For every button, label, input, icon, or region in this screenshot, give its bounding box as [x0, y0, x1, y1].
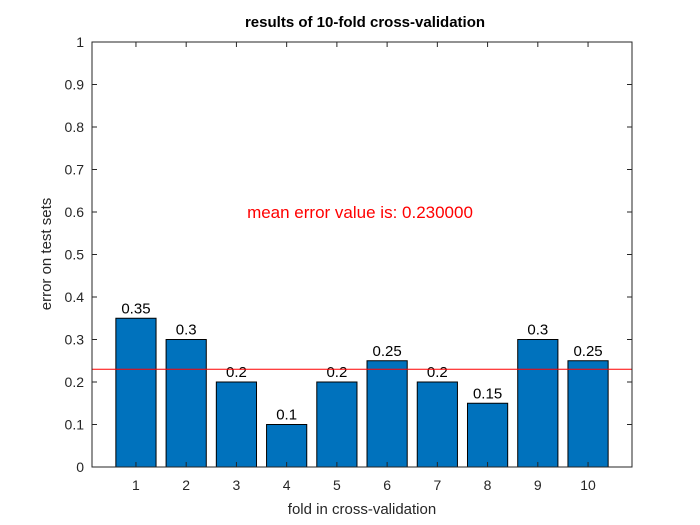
- x-tick-label: 9: [534, 477, 542, 493]
- data-label-fold-9: 0.3: [527, 322, 548, 339]
- x-tick-label: 3: [233, 477, 241, 493]
- bar-fold-1: [115, 317, 157, 468]
- y-tick-label: 0.7: [65, 162, 85, 178]
- y-tick-label: 1: [76, 34, 84, 50]
- y-axis-label: error on test sets: [38, 198, 55, 311]
- x-tick-label: 2: [182, 477, 190, 493]
- data-label-fold-6: 0.25: [373, 343, 402, 360]
- mean-annotation: mean error value is: 0.230000: [247, 203, 473, 222]
- x-axis-ticks: 1 2 3 4 5 6 7 8 9 10: [132, 42, 596, 493]
- x-tick-label: 8: [484, 477, 492, 493]
- data-label-fold-2: 0.3: [176, 322, 197, 339]
- chart-title: results of 10-fold cross-validation: [245, 14, 485, 31]
- y-tick-label: 0.5: [65, 247, 85, 263]
- y-tick-label: 0.9: [65, 77, 85, 93]
- y-tick-label: 0: [76, 459, 84, 475]
- bar-fold-9: [517, 339, 559, 468]
- bar-fold-3: [215, 381, 258, 468]
- y-tick-label: 0.2: [65, 374, 85, 390]
- data-label-fold-8: 0.15: [473, 385, 502, 402]
- bar-fold-5: [316, 381, 358, 468]
- y-tick-label: 0.3: [65, 332, 85, 348]
- bar-fold-10: [567, 360, 609, 468]
- bar-fold-7: [416, 381, 458, 468]
- y-tick-label: 0.1: [65, 417, 85, 433]
- data-label-fold-10: 0.25: [573, 343, 602, 360]
- y-tick-label: 0.4: [65, 289, 85, 305]
- x-tick-label: 6: [383, 477, 391, 493]
- data-label-fold-1: 0.35: [121, 300, 150, 317]
- bars-group: [115, 317, 609, 468]
- data-label-fold-3: 0.2: [226, 364, 247, 381]
- x-tick-label: 4: [283, 477, 291, 493]
- y-tick-label: 0.6: [65, 204, 85, 220]
- bar-fold-6: [366, 360, 408, 468]
- x-axis-label: fold in cross-validation: [288, 501, 436, 518]
- bar-fold-8: [466, 402, 509, 468]
- bar-fold-2: [165, 339, 207, 468]
- bar-fold-4: [266, 424, 308, 468]
- data-label-fold-7: 0.2: [427, 364, 448, 381]
- data-label-fold-4: 0.1: [276, 407, 297, 424]
- x-tick-label: 5: [333, 477, 341, 493]
- x-tick-label: 1: [132, 477, 140, 493]
- data-label-fold-5: 0.2: [326, 364, 347, 381]
- x-tick-label: 10: [580, 477, 596, 493]
- y-axis-ticks: 0 0.1 0.2 0.3 0.4 0.5 0.6 0.7 0.8 0.9 1: [65, 34, 632, 475]
- data-labels-group: 0.35 0.3 0.2 0.1 0.2 0.25 0.2 0.15 0.3 0.25: [121, 300, 602, 423]
- x-tick-label: 7: [433, 477, 441, 493]
- y-tick-label: 0.8: [65, 119, 85, 135]
